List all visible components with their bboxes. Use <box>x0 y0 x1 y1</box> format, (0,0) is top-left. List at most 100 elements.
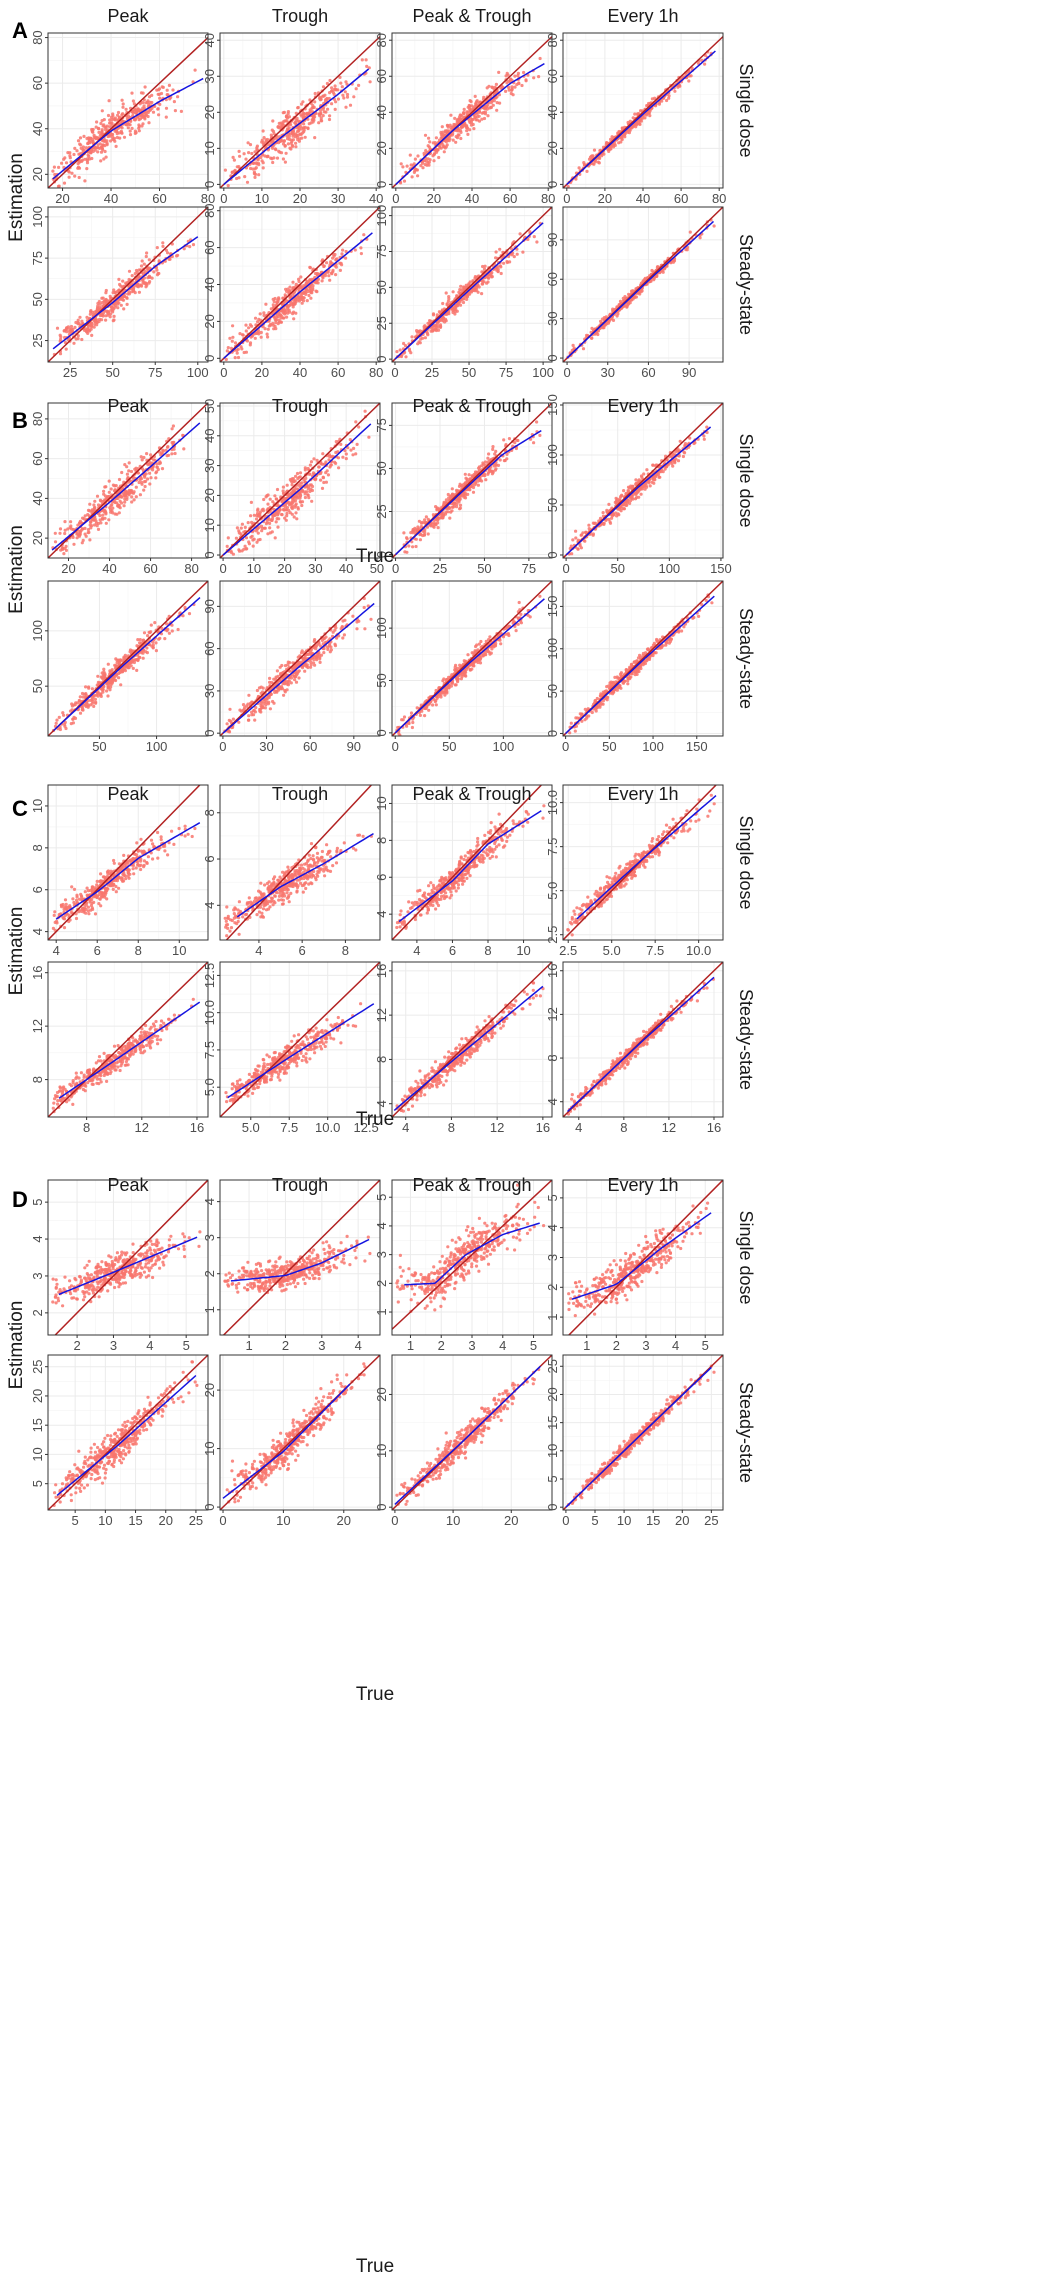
data-point <box>282 316 286 320</box>
data-point <box>147 95 152 99</box>
data-point <box>83 532 87 536</box>
data-point <box>291 301 295 305</box>
data-point <box>696 61 701 65</box>
data-point <box>72 542 76 546</box>
data-point <box>288 285 292 289</box>
data-point <box>513 74 517 78</box>
data-point <box>98 142 102 146</box>
data-point <box>458 128 463 133</box>
data-point <box>269 307 273 311</box>
data-point <box>251 161 255 165</box>
data-point <box>293 298 298 302</box>
data-point <box>481 264 485 269</box>
data-point <box>125 465 129 469</box>
data-point <box>288 303 292 307</box>
data-point <box>271 323 275 327</box>
data-point <box>258 537 262 542</box>
data-point <box>321 452 325 456</box>
data-point <box>412 162 416 166</box>
data-point <box>475 99 479 103</box>
data-point <box>295 495 299 499</box>
data-point <box>256 320 260 324</box>
data-point <box>340 85 344 89</box>
data-point <box>420 161 425 165</box>
data-point <box>157 113 161 117</box>
data-point <box>295 487 299 491</box>
data-point <box>129 489 133 493</box>
data-point <box>117 277 121 281</box>
data-point <box>173 451 177 456</box>
data-point <box>460 124 464 128</box>
data-point <box>286 137 290 141</box>
data-point <box>146 110 150 115</box>
data-point <box>145 452 149 456</box>
data-point <box>337 466 341 470</box>
data-point <box>63 531 67 536</box>
data-point <box>85 161 90 165</box>
data-point <box>355 442 359 446</box>
data-point <box>283 308 287 312</box>
data-point <box>143 111 147 115</box>
data-point <box>402 341 406 346</box>
data-point <box>515 438 519 442</box>
data-point <box>445 312 449 316</box>
data-point <box>244 536 249 540</box>
data-point <box>252 537 256 541</box>
data-point <box>328 78 332 83</box>
data-point <box>334 87 338 91</box>
data-point <box>419 164 423 168</box>
data-point <box>644 112 648 116</box>
data-point <box>466 132 470 136</box>
data-point <box>309 460 314 464</box>
data-point <box>160 85 164 89</box>
data-point <box>639 290 643 294</box>
data-point <box>289 479 293 483</box>
data-point <box>291 130 295 134</box>
data-point <box>193 68 197 72</box>
data-point <box>156 107 160 111</box>
data-point <box>577 166 581 170</box>
data-point <box>499 265 503 269</box>
data-point <box>285 511 289 515</box>
data-point <box>283 160 287 164</box>
data-point <box>310 488 314 493</box>
data-point <box>261 507 265 511</box>
data-point <box>255 146 259 150</box>
data-point <box>314 281 318 285</box>
data-point <box>647 111 652 115</box>
data-point <box>232 169 236 174</box>
data-point <box>132 118 137 122</box>
data-point <box>473 115 477 119</box>
data-point <box>64 161 69 165</box>
data-point <box>262 313 266 318</box>
data-point <box>132 498 136 502</box>
data-point <box>477 285 481 289</box>
data-point <box>87 138 91 142</box>
data-point <box>262 311 266 315</box>
data-point <box>258 510 262 514</box>
data-point <box>125 302 129 306</box>
data-point <box>279 151 284 155</box>
data-point <box>62 157 66 161</box>
data-point <box>144 101 148 105</box>
data-point <box>467 103 471 108</box>
data-point <box>238 154 242 158</box>
data-point <box>133 129 137 133</box>
data-point <box>127 469 131 473</box>
data-point <box>447 297 451 301</box>
data-point <box>129 469 134 474</box>
data-point <box>154 476 158 480</box>
data-point <box>280 139 284 143</box>
data-point <box>287 134 291 139</box>
data-point <box>326 473 330 477</box>
data-point <box>324 460 328 464</box>
data-point <box>125 472 129 476</box>
data-point <box>276 125 280 129</box>
data-point <box>294 511 298 515</box>
data-point <box>318 471 323 476</box>
data-point <box>121 102 125 106</box>
data-point <box>465 124 469 128</box>
data-point <box>335 257 339 261</box>
data-point <box>426 532 430 536</box>
data-point <box>271 160 275 165</box>
